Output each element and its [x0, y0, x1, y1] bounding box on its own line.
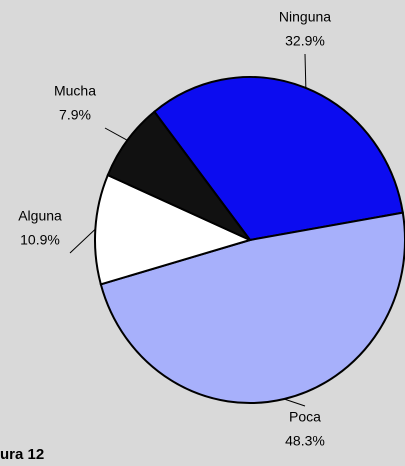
slice	[94, 173, 253, 286]
slice	[106, 110, 251, 241]
slice-label: Alguna	[18, 208, 62, 224]
slice	[99, 211, 405, 405]
slice-label: Ninguna	[279, 9, 331, 25]
leader-line	[283, 398, 306, 407]
value-label: 32.9%	[285, 33, 325, 49]
leader-line	[104, 127, 128, 141]
caption: ura 12	[0, 446, 44, 463]
slice-label: Mucha	[54, 83, 96, 99]
leader-line	[69, 228, 96, 254]
leader-line	[304, 53, 307, 88]
value-label: 7.9%	[59, 107, 91, 123]
value-label: 48.3%	[285, 433, 325, 449]
slice-label: Poca	[289, 409, 321, 425]
value-label: 10.9%	[20, 232, 60, 248]
